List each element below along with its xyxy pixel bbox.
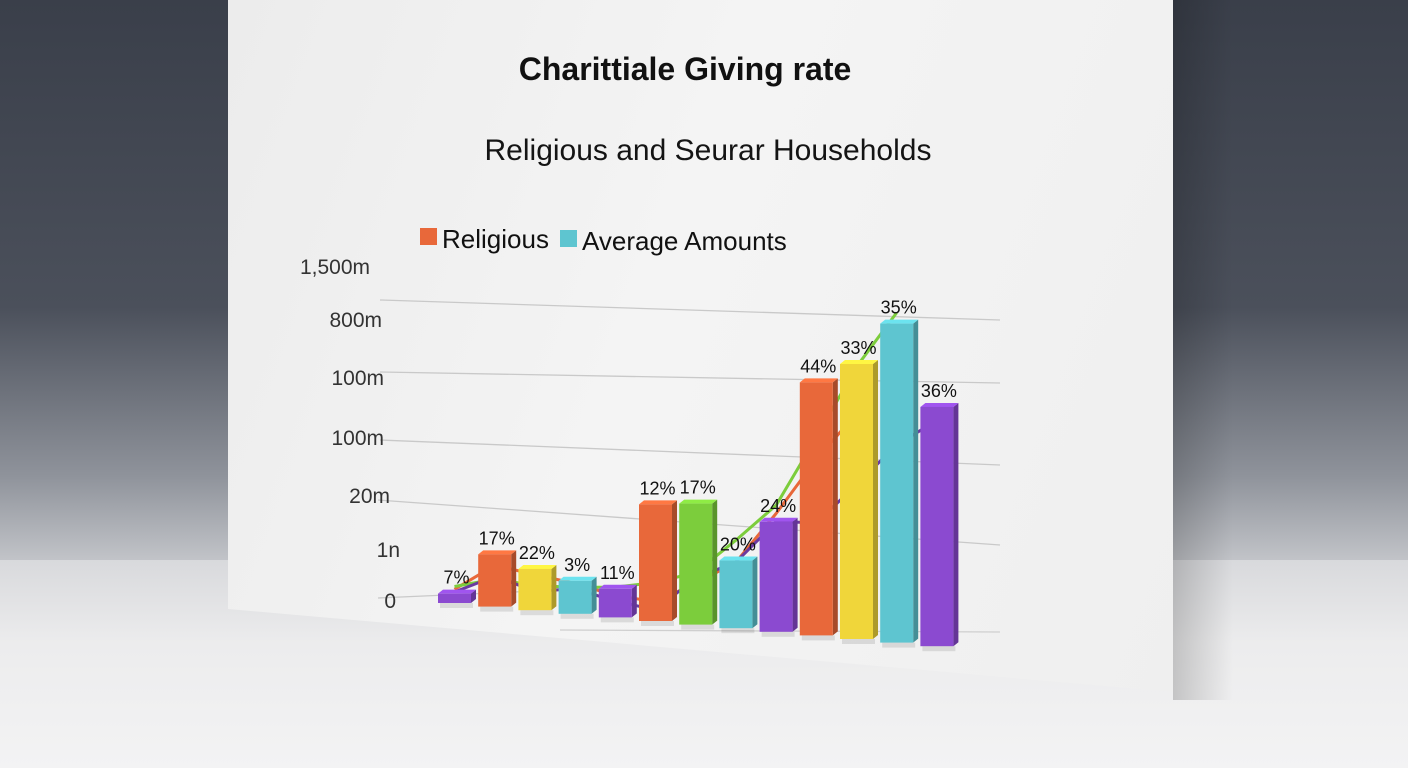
bar-shadow	[882, 642, 916, 648]
legend: Religious Average Amounts	[420, 224, 787, 256]
bar-side	[832, 378, 838, 636]
data-label: 20%	[720, 535, 756, 555]
chart-subtitle: Religious and Seurar Households	[485, 134, 932, 167]
data-label: 12%	[639, 478, 675, 498]
y-tick-label: 0	[384, 590, 396, 613]
bar-shadow	[440, 603, 473, 608]
bar	[518, 564, 557, 616]
bar-face	[799, 382, 833, 636]
bar-top	[639, 500, 677, 505]
data-label: 33%	[840, 338, 876, 358]
bar-series	[438, 319, 959, 652]
bar-top	[799, 378, 838, 383]
bar-shadow	[842, 639, 875, 644]
data-label: 35%	[881, 298, 917, 318]
bar-shadow	[761, 631, 795, 637]
bar	[719, 556, 758, 634]
bar-shadow	[560, 613, 594, 619]
bar-top	[478, 550, 517, 555]
bar-side	[792, 517, 798, 632]
chart-title: Charittiale Giving rate	[519, 51, 852, 87]
bar-face	[438, 593, 471, 603]
bar-top	[558, 576, 597, 581]
gridline	[379, 299, 1001, 321]
bar-shadow	[480, 606, 514, 612]
y-tick-label: 100m	[331, 367, 384, 390]
bar-top	[438, 589, 476, 594]
bar-shadow	[721, 628, 755, 634]
y-tick-label: 20m	[349, 485, 390, 508]
bar-face	[558, 580, 592, 614]
data-label: 17%	[479, 528, 515, 548]
bar-side	[471, 589, 476, 603]
bar-side	[712, 499, 718, 625]
bar-top	[880, 319, 919, 324]
bar-top	[759, 517, 798, 522]
data-labels: 7%17%22%3% 11%12% 17%20%24%44%33%35%36%	[443, 298, 956, 588]
bar-top	[679, 499, 718, 504]
bar-side	[873, 360, 878, 639]
bar	[558, 576, 597, 619]
legend-label-average-amounts: Average Amounts	[582, 226, 787, 256]
bar-face	[679, 503, 713, 625]
data-label: 7%	[443, 568, 469, 588]
bar	[920, 402, 959, 652]
bar-top	[920, 402, 959, 407]
bar-face	[759, 521, 793, 632]
bar-face	[880, 323, 914, 643]
data-label: 3%	[564, 555, 590, 575]
bar-shadow	[600, 617, 634, 623]
data-label: 24%	[760, 496, 796, 516]
bar-side	[591, 576, 597, 614]
bar-shadow	[641, 621, 674, 626]
data-label: 44%	[800, 356, 836, 376]
bar	[759, 517, 798, 637]
legend-swatch-average-amounts	[560, 230, 577, 247]
bar-shadow	[801, 635, 835, 641]
bar	[438, 589, 476, 608]
bar-top	[719, 556, 758, 561]
bar	[478, 550, 517, 612]
bar-face	[478, 554, 512, 607]
bar-shadow	[922, 646, 956, 652]
bar	[679, 499, 718, 630]
data-label: 36%	[921, 381, 957, 401]
bar-top	[598, 584, 637, 589]
bar-shadow	[520, 610, 554, 616]
y-tick-label: 1,500m	[300, 256, 370, 279]
bar-side	[913, 319, 919, 643]
bar-face	[639, 504, 672, 621]
bar-shadow	[681, 624, 715, 630]
data-label: 22%	[519, 543, 555, 563]
bar-side	[631, 584, 637, 618]
y-tick-label: 100m	[331, 427, 384, 450]
y-tick-label: 1n	[377, 539, 400, 562]
bar-side	[953, 402, 959, 647]
bar-side	[511, 550, 517, 607]
y-tick-label: 800m	[329, 309, 382, 332]
bar-side	[672, 500, 677, 621]
y-axis-tick-labels: 0 1n 20m 100m 100m 800m 1,500m	[300, 256, 400, 613]
bar	[639, 500, 677, 626]
sheet-shadow	[1173, 0, 1233, 700]
bar	[840, 360, 878, 644]
data-label: 11%	[600, 563, 635, 583]
bar-face	[840, 364, 873, 639]
bar-face	[920, 406, 954, 647]
bar-side	[551, 564, 557, 611]
bar-top	[840, 360, 878, 364]
bar-top	[518, 564, 557, 569]
legend-swatch-religious	[420, 228, 437, 245]
legend-label-religious: Religious	[442, 224, 549, 254]
bar-side	[752, 556, 758, 629]
bar-face	[719, 560, 753, 629]
bar	[880, 319, 919, 648]
bar	[799, 378, 838, 641]
bar-face	[598, 588, 632, 618]
data-label: 17%	[680, 478, 716, 498]
bar	[598, 584, 637, 623]
bar-face	[518, 568, 552, 611]
